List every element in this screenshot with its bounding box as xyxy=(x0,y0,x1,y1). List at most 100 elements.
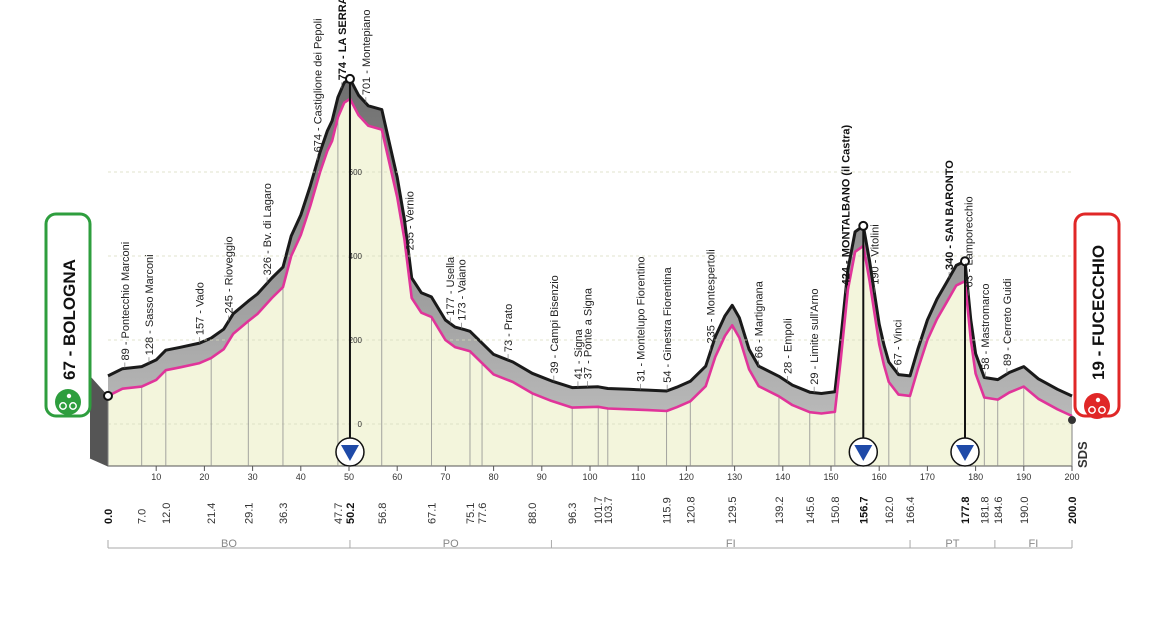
start-rider-head-icon xyxy=(66,393,72,399)
distance-tick-label: 150 xyxy=(823,472,838,482)
region-label: FI xyxy=(1029,538,1039,550)
finish-wheel-icon xyxy=(1088,406,1096,414)
distance-tick-label: 80 xyxy=(489,472,499,482)
distance-tick-label: 160 xyxy=(872,472,887,482)
town-label: 28 - Empoli xyxy=(783,318,795,374)
distance-tick-label: 140 xyxy=(775,472,790,482)
climb-summit-dot xyxy=(959,256,970,267)
town-label: 67 - Vinci xyxy=(893,320,905,366)
town-label: 235 - Montespertoli xyxy=(706,249,718,343)
start-finish-markers: 67 - BOLOGNA 19 - FUCECCHIO SDS xyxy=(44,212,1121,468)
town-label: 29 - Limite sull'Arno xyxy=(809,288,821,384)
km-label: 145.6 xyxy=(805,496,817,524)
altitude-tick-label: 0 xyxy=(358,420,363,429)
climb-triangle-icon xyxy=(340,445,359,461)
climb-summit-dot xyxy=(858,220,869,231)
start-point-dot xyxy=(103,390,113,401)
km-label: 75.1 xyxy=(465,503,477,524)
town-label: 128 - Sasso Marconi xyxy=(144,254,156,355)
distance-tick-label: 110 xyxy=(631,472,645,482)
relief-left-wall xyxy=(90,375,108,466)
region-label: PT xyxy=(945,538,959,550)
km-label: 67.1 xyxy=(426,503,438,524)
region-label: FI xyxy=(726,538,736,550)
km-label: 36.3 xyxy=(278,503,290,524)
brand-logo: SDS xyxy=(1075,441,1090,468)
km-label: 150.8 xyxy=(830,496,842,524)
km-label: 181.8 xyxy=(979,496,991,524)
town-label: 39 - Campi Bisenzio xyxy=(549,275,561,373)
distance-axis: 10 20 30 40 50 60 70 80 90 100 110 120 130 140 150 160 1… xyxy=(89,457,1080,524)
town-label: 66 - Martignana xyxy=(754,280,766,358)
km-label: 190.0 xyxy=(1019,496,1031,524)
distance-tick-label: 180 xyxy=(968,472,983,482)
altitude-tick-label: 400 xyxy=(349,252,363,261)
finish-label: 19 - FUCECCHIO xyxy=(1089,245,1108,380)
km-label: 139.2 xyxy=(774,496,786,524)
town-label: 63 - Lamporecchio xyxy=(963,196,975,287)
km-label: 120.8 xyxy=(685,496,697,524)
town-label: 89 - Cerreto Guidi xyxy=(1002,279,1014,366)
town-label: 701 - Montepiano xyxy=(361,10,373,96)
start-cyclist-icon xyxy=(55,389,81,415)
distance-tick-label: 190 xyxy=(1016,472,1031,482)
town-label: 424 - MONTALBANO (il Castra) xyxy=(840,125,852,286)
distance-tick-label: 120 xyxy=(679,472,694,482)
distance-tick-label: 90 xyxy=(537,472,547,482)
altitude-tick-label: 600 xyxy=(349,168,363,177)
region-label: BO xyxy=(221,538,237,550)
climb-triangle-icon xyxy=(854,445,873,461)
ground-edge xyxy=(89,457,109,467)
distance-tick-label: 40 xyxy=(296,472,306,482)
town-labels: 89 - Pontecchio Marconi 128 - Sasso Marco… xyxy=(120,0,1014,393)
km-label: 47.7 xyxy=(333,503,345,524)
distance-tick-label: 200 xyxy=(1064,472,1079,482)
km-label: 21.4 xyxy=(206,503,218,524)
km-label: 115.9 xyxy=(662,497,674,524)
finish-wheel-icon xyxy=(1098,406,1106,414)
km-label: 96.3 xyxy=(567,503,579,524)
km-label: 184.6 xyxy=(993,496,1005,524)
finish-cyclist-icon xyxy=(1084,393,1110,419)
town-label: 41 - Signa xyxy=(573,328,585,379)
town-label: 173 - Vaiano xyxy=(456,259,468,321)
km-label: 0.0 xyxy=(103,509,115,524)
town-label: 190 - Vitolini xyxy=(869,224,881,284)
km-label: 29.1 xyxy=(243,503,255,524)
town-label: 157 - Vado xyxy=(195,282,207,335)
town-label: 326 - Bv. di Lagaro xyxy=(262,183,274,275)
distance-tick-label: 130 xyxy=(727,472,742,482)
town-label: 245 - Rioveggio xyxy=(224,236,236,313)
climb-triangle-icon xyxy=(955,445,974,461)
km-label: 77.6 xyxy=(477,503,489,524)
km-label: 12.0 xyxy=(161,503,173,524)
town-label: 73 - Prato xyxy=(503,304,515,352)
town-label: 58 - Mastromarco xyxy=(980,283,992,369)
town-label: 674 - Castiglione dei Pepoli xyxy=(313,18,325,152)
town-label: 177 - Usella xyxy=(445,256,457,316)
town-label: 89 - Pontecchio Marconi xyxy=(120,242,132,361)
km-label: 166.4 xyxy=(905,496,917,524)
distance-tick-label: 70 xyxy=(440,472,450,482)
start-flag xyxy=(44,212,92,418)
km-label: 103.7 xyxy=(603,496,615,524)
finish-rider-head-icon xyxy=(1095,397,1101,403)
route-line xyxy=(107,97,1073,418)
distance-tick-label: 20 xyxy=(199,472,209,482)
town-label: 54 - Ginestra Fiorentina xyxy=(662,266,674,382)
distance-tick-label: 30 xyxy=(248,472,258,482)
relief-top-edge xyxy=(107,77,1073,398)
km-label: 162.0 xyxy=(884,496,896,524)
distance-tick-label: 170 xyxy=(920,472,935,482)
distance-tick-label: 60 xyxy=(392,472,402,482)
km-label: 101.7 xyxy=(593,496,605,524)
km-label: 88.0 xyxy=(527,503,539,524)
km-label: 156.7 xyxy=(858,496,870,524)
km-label: 56.8 xyxy=(377,503,389,524)
distance-tick-label: 50 xyxy=(344,472,354,482)
route-layer xyxy=(107,73,1073,467)
km-label: 200.0 xyxy=(1067,496,1079,524)
town-label: 37 - Ponte a Signa xyxy=(583,287,595,379)
town-label: 340 - SAN BARONTO xyxy=(944,160,956,270)
